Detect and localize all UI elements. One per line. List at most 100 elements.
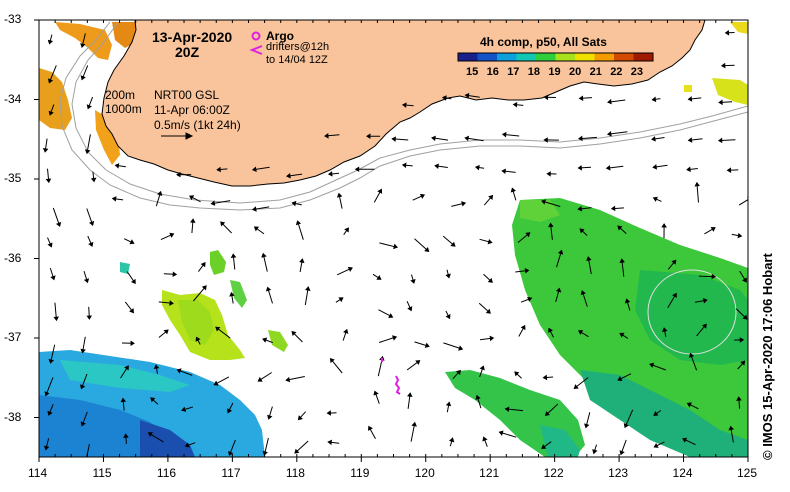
current-arrowhead [653,410,659,416]
x-tick-label: 116 [156,466,177,480]
current-arrowhead [401,102,407,108]
x-tick-label: 121 [479,466,500,480]
colorbar-swatch [477,53,498,61]
colorbar-tick-label: 20 [569,66,582,78]
current-arrowhead [445,273,451,279]
current-arrowhead [479,365,485,371]
current-arrowhead [86,104,92,110]
x-tick-label: 114 [28,466,48,480]
current-arrowhead [84,149,91,155]
current-arrowhead [114,163,120,169]
current-arrowhead [111,196,117,202]
current-arrowhead [548,327,554,333]
current-arrowhead [720,62,726,69]
current-arrowhead [458,345,464,351]
current-arrowhead [623,422,629,429]
current-arrowhead [291,200,297,207]
current-arrowhead [286,173,291,179]
current-arrowhead [687,137,693,143]
current-arrowhead [742,277,747,283]
current-arrowhead [294,448,300,454]
current-arrowhead [86,315,92,320]
current-arrowhead [393,243,398,250]
altimetry-time: 11-Apr 06:00Z [154,103,230,117]
current-arrowhead [624,298,631,304]
current-arrowhead [577,330,584,335]
current-arrowhead [377,188,383,194]
x-tick-label: 123 [608,466,629,480]
current-arrowhead [220,221,226,227]
current-arrowhead [542,374,548,381]
colorbar-tick-label: 23 [630,66,644,78]
credit-text: © IMOS 15-Apr-2020 17:06 Hobart [760,253,775,460]
current-arrowhead [265,286,272,292]
colorbar-swatch [516,53,537,61]
current-arrowhead [527,296,533,302]
current-arrowhead [736,396,742,401]
current-arrowhead [368,425,373,431]
sst-patches [39,22,748,457]
current-arrowhead [262,337,268,343]
current-arrowhead [606,131,612,137]
current-arrow [738,199,748,206]
drifter-symbol-icon [249,45,263,55]
current-arrowhead [686,166,691,173]
y-tick-label: -36 [4,250,22,265]
drifters-to-label: to 14/04 12Z [266,54,328,66]
current-arrowhead [229,291,235,297]
isobath-1000m-label: 1000m [105,102,142,116]
current-arrowhead [485,308,491,314]
current-arrowhead [42,147,49,153]
current-arrowhead [464,92,470,99]
current-arrowhead [200,262,206,268]
y-tick-label: -38 [4,409,22,424]
colorbar-frame [457,52,654,62]
current-arrowhead [682,437,688,443]
argo-drifter-track [381,358,401,395]
current-arrowhead [619,258,625,264]
current-arrowhead [190,218,196,223]
current-arrowhead [47,410,53,416]
argo-label: Argo [266,29,294,43]
x-tick-label: 122 [543,466,564,480]
current-arrowhead [44,391,50,397]
colorbar-swatch [614,53,634,61]
current-arrowhead [354,166,360,172]
current-arrowhead [543,137,548,143]
current-arrowhead [694,181,700,187]
current-arrowhead [326,410,332,416]
current-arrowhead [80,43,86,49]
colorbar-swatch [536,53,556,61]
current-arrowhead [577,206,583,212]
current-arrowhead [474,164,480,171]
current-arrowhead [80,384,86,390]
current-arrowhead [578,95,584,101]
colorbar-swatch [575,53,595,61]
current-arrowhead [407,392,413,398]
current-arrowhead [120,397,127,403]
current-arrowhead [689,352,695,358]
current-arrowhead [261,252,267,258]
x-tick-label: 124 [672,466,693,480]
current-arrowhead [544,410,550,417]
current-arrowhead [48,110,54,116]
current-arrowhead [47,39,54,45]
drifters-label: drifters@12h [266,41,330,53]
current-arrowhead [43,445,50,451]
current-arrowhead [584,423,590,429]
current-arrowhead [85,458,89,461]
colorbar-swatch [458,53,478,61]
current-arrowhead [672,292,677,298]
current-arrowhead [324,132,329,139]
current-arrowhead [512,102,518,108]
current-arrowhead [445,401,452,407]
current-arrowhead [541,444,547,449]
current-vectors [42,29,748,461]
current-arrowhead [262,450,268,456]
current-arrowhead [415,360,421,365]
current-arrowhead [525,232,531,238]
current-arrowhead [661,327,668,333]
colorbar [457,52,654,62]
current-arrowhead [201,285,207,291]
